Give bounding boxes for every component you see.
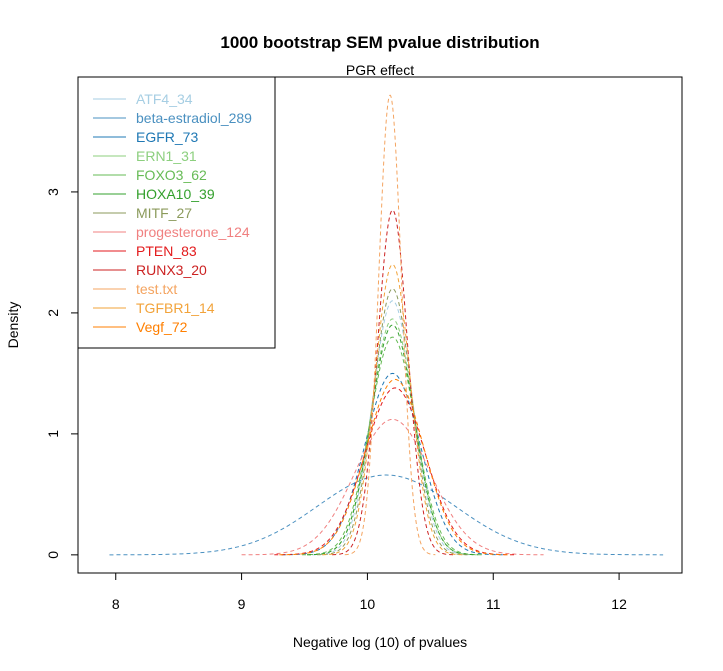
legend-label-6: MITF_27 [136,205,192,221]
legend-label-8: PTEN_83 [136,243,197,259]
series-line-7 [241,418,544,556]
series-line-12 [279,378,511,556]
legend-label-0: ATF4_34 [136,91,193,107]
series-line-5 [307,324,479,556]
y-tick-label: 1 [45,430,61,438]
y-tick-label: 3 [45,188,61,196]
series-line-1 [109,474,664,556]
x-tick-label: 9 [238,596,246,612]
chart-title: 1000 bootstrap SEM pvalue distribution [220,33,539,52]
legend-label-12: Vegf_72 [136,319,188,335]
series-line-6 [317,288,469,556]
y-tick-label: 0 [45,551,61,559]
legend-label-11: TGFBR1_14 [136,300,215,316]
y-tick-label: 2 [45,309,61,317]
x-tick-label: 8 [112,596,120,612]
chart-subtitle: PGR effect [346,62,414,78]
series-line-3 [307,318,479,556]
series-line-8 [274,387,516,556]
x-axis: 8 9 10 11 12 [112,572,627,612]
x-axis-label: Negative log (10) of pvalues [293,634,467,650]
legend-label-2: EGFR_73 [136,129,198,145]
x-tick-label: 11 [486,596,501,612]
legend-label-4: FOXO3_62 [136,167,207,183]
legend-label-1: beta-estradiol_289 [136,110,252,126]
y-axis: 0 1 2 3 [45,188,79,559]
x-tick-label: 10 [360,596,376,612]
series-line-0 [312,300,474,556]
series-line-11 [322,263,464,556]
y-axis-label: Density [5,302,21,349]
series-line-2 [281,372,504,556]
legend-label-5: HOXA10_39 [136,186,215,202]
legend-label-9: RUNX3_20 [136,262,207,278]
x-tick-label: 12 [611,596,627,612]
series-line-10 [344,94,436,556]
legend-label-7: progesterone_124 [136,224,250,240]
density-curves [109,94,664,556]
legend: ATF4_34 beta-estradiol_289 EGFR_73 ERN1_31 F… [77,76,276,349]
legend-label-3: ERN1_31 [136,148,197,164]
series-line-4 [301,336,484,556]
legend-label-10: test.txt [136,281,177,297]
series-line-9 [332,209,453,556]
